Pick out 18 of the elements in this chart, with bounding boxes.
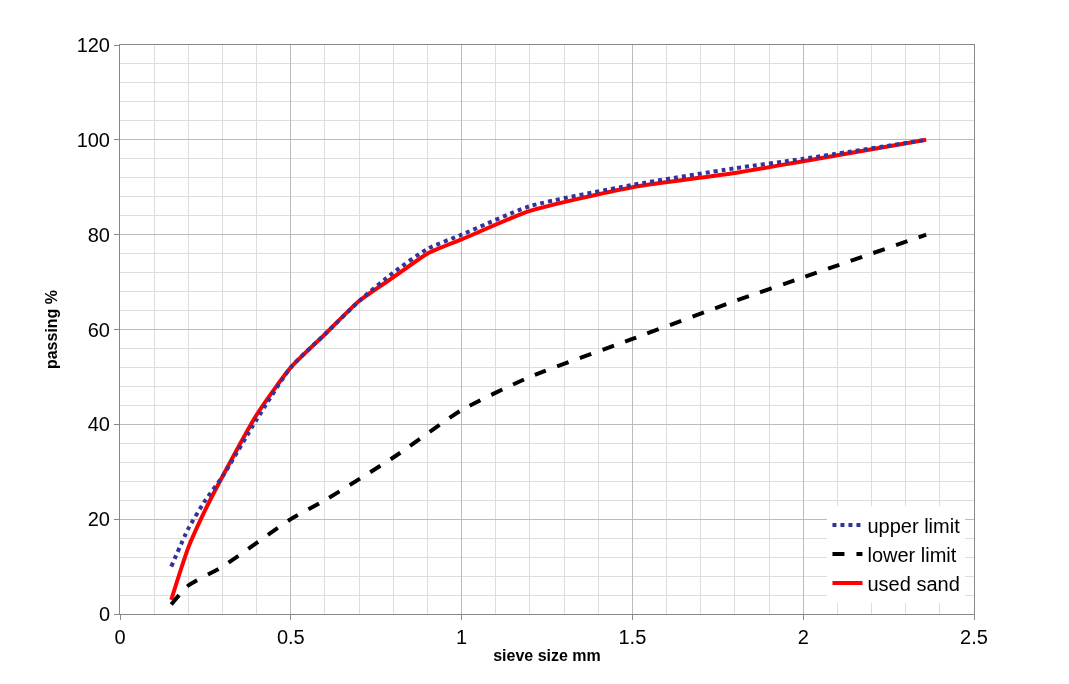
x-tick-label: 2: [797, 626, 809, 648]
legend-label: lower limit: [867, 543, 957, 566]
legend-label: used sand: [867, 572, 960, 595]
x-tick-label: 0: [114, 626, 126, 648]
y-tick-label: 40: [87, 413, 110, 436]
y-tick-label: 120: [76, 34, 110, 56]
y-tick-label: 20: [87, 508, 110, 531]
x-tick-label: 0.5: [276, 626, 305, 648]
x-tick-label: 2.5: [960, 626, 988, 648]
x-axis-title: sieve size mm: [493, 646, 601, 664]
x-tick-label: 1.5: [618, 626, 647, 648]
y-axis-title: passing %: [42, 289, 60, 370]
y-tick-label: 100: [76, 128, 110, 151]
x-tick-label: 1: [456, 626, 468, 648]
y-tick-label: 60: [87, 318, 110, 341]
legend-label: upper limit: [867, 514, 961, 537]
y-tick-label: 80: [87, 223, 110, 246]
y-tick-label: 0: [98, 603, 110, 625]
